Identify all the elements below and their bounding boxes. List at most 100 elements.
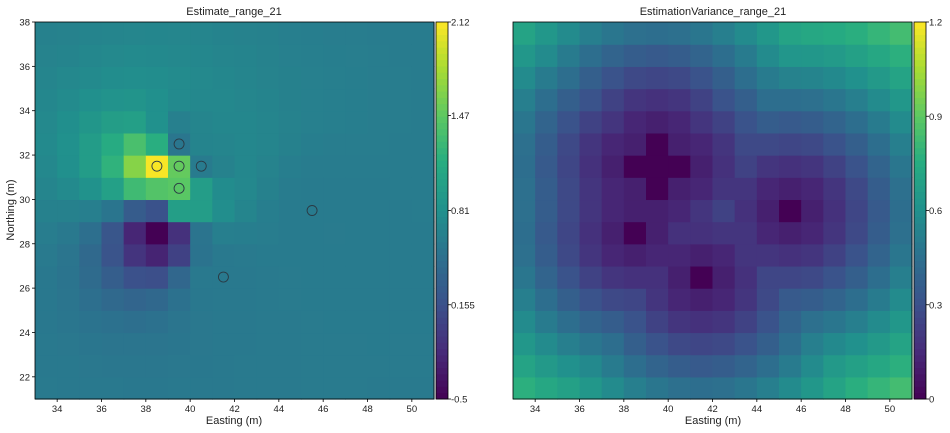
- variance-cell: [690, 22, 714, 45]
- variance-cell: [579, 265, 603, 289]
- estimate-colorbar-segment: [436, 323, 448, 331]
- variance-cell: [513, 88, 536, 112]
- estimate-x-tick-label: 46: [318, 404, 329, 415]
- estimate-cell: [411, 310, 435, 334]
- estimate-cell: [79, 44, 103, 67]
- variance-colorbar-segment: [914, 285, 926, 293]
- variance-cell: [557, 132, 581, 156]
- estimate-x-tick-label: 36: [96, 404, 107, 415]
- estimate-x-tick-label: 42: [229, 404, 240, 415]
- estimate-colorbar-segment: [436, 355, 448, 362]
- variance-cell: [623, 221, 647, 245]
- variance-cell: [734, 376, 758, 400]
- estimate-cell: [256, 155, 280, 178]
- estimate-cell: [168, 310, 191, 334]
- estimate-cell: [212, 221, 236, 245]
- variance-cell: [513, 66, 536, 90]
- estimate-colorbar-segment: [436, 166, 448, 174]
- variance-cell: [801, 110, 824, 134]
- variance-cell: [756, 354, 780, 378]
- estimate-y-ticks: 22 24 26 28 30 32 34 36 38: [19, 18, 35, 383]
- sample-marker: [173, 182, 185, 194]
- variance-cell: [535, 110, 558, 134]
- variance-cell: [734, 88, 758, 112]
- variance-cell: [779, 354, 802, 378]
- variance-cell: [535, 288, 558, 311]
- variance-cell: [801, 243, 824, 267]
- estimate-cell: [190, 332, 213, 356]
- estimate-cell: [411, 354, 435, 378]
- estimate-cell: [389, 155, 413, 178]
- variance-colorbar-segment: [914, 254, 926, 262]
- variance-colorbar-segment: [914, 172, 926, 180]
- variance-cell: [623, 88, 647, 112]
- variance-cell: [823, 376, 847, 400]
- estimate-x-tick-label: 44: [274, 404, 285, 415]
- variance-cell: [601, 288, 625, 311]
- estimate-heatmap: [35, 22, 435, 400]
- variance-colorbar-segment: [914, 191, 926, 199]
- variance-cell: [690, 288, 714, 311]
- estimate-cell: [145, 221, 169, 245]
- variance-cell: [601, 66, 625, 90]
- estimate-cell: [367, 243, 391, 267]
- variance-cell: [779, 376, 802, 400]
- variance-cell: [579, 288, 603, 311]
- variance-cell: [579, 310, 603, 334]
- estimate-cell: [323, 265, 346, 289]
- estimate-cell: [234, 132, 258, 156]
- estimate-title: Estimate_range_21: [186, 6, 281, 18]
- estimate-cell: [234, 110, 258, 134]
- estimate-cell: [278, 221, 302, 245]
- variance-cell: [535, 22, 558, 45]
- variance-cell: [601, 22, 625, 45]
- variance-cell: [535, 332, 558, 356]
- estimate-cell: [101, 243, 125, 267]
- estimate-cell: [35, 110, 58, 134]
- variance-x-tick-label: 36: [574, 404, 585, 415]
- estimate-cell: [389, 199, 413, 223]
- variance-cell: [823, 332, 847, 356]
- estimate-cell: [145, 354, 169, 378]
- estimate-cell: [411, 243, 435, 267]
- estimate-cell: [411, 332, 435, 356]
- variance-cell: [712, 199, 736, 223]
- estimate-cell: [278, 66, 302, 90]
- estimate-colorbar-segment: [436, 241, 448, 249]
- variance-cell: [623, 44, 647, 67]
- variance-panel: EstimationVariance_range_21 34 36 38 40 42 44…: [512, 6, 942, 427]
- variance-cell: [889, 243, 913, 267]
- estimate-cell: [234, 354, 258, 378]
- variance-cell: [690, 110, 714, 134]
- estimate-cell: [411, 132, 435, 156]
- estimate-cell: [145, 177, 169, 201]
- variance-cell: [557, 332, 581, 356]
- estimate-cell: [256, 310, 280, 334]
- variance-cell: [779, 155, 802, 178]
- variance-cell: [668, 288, 691, 311]
- variance-cell: [756, 88, 780, 112]
- estimate-cell: [57, 110, 80, 134]
- variance-colorbar-segment: [914, 103, 926, 111]
- estimate-cell: [411, 177, 435, 201]
- variance-colorbar-segment: [914, 153, 926, 161]
- variance-cell: [734, 177, 758, 201]
- estimate-cell: [278, 332, 302, 356]
- variance-cell: [889, 44, 913, 67]
- variance-cell: [801, 310, 824, 334]
- variance-cell: [668, 132, 691, 156]
- variance-colorbar-segment: [914, 128, 926, 136]
- variance-cell: [513, 376, 536, 400]
- variance-cell: [601, 265, 625, 289]
- estimate-cell: [345, 88, 369, 112]
- estimate-cell: [212, 288, 236, 311]
- estimate-cell: [101, 332, 125, 356]
- variance-cell: [845, 376, 869, 400]
- variance-cell: [690, 221, 714, 245]
- variance-colorbar-segment: [914, 53, 926, 61]
- estimate-cell: [345, 177, 369, 201]
- estimate-cell: [345, 376, 369, 400]
- estimate-cell: [35, 44, 58, 67]
- estimate-colorbar-segment: [436, 191, 448, 199]
- variance-cell: [823, 243, 847, 267]
